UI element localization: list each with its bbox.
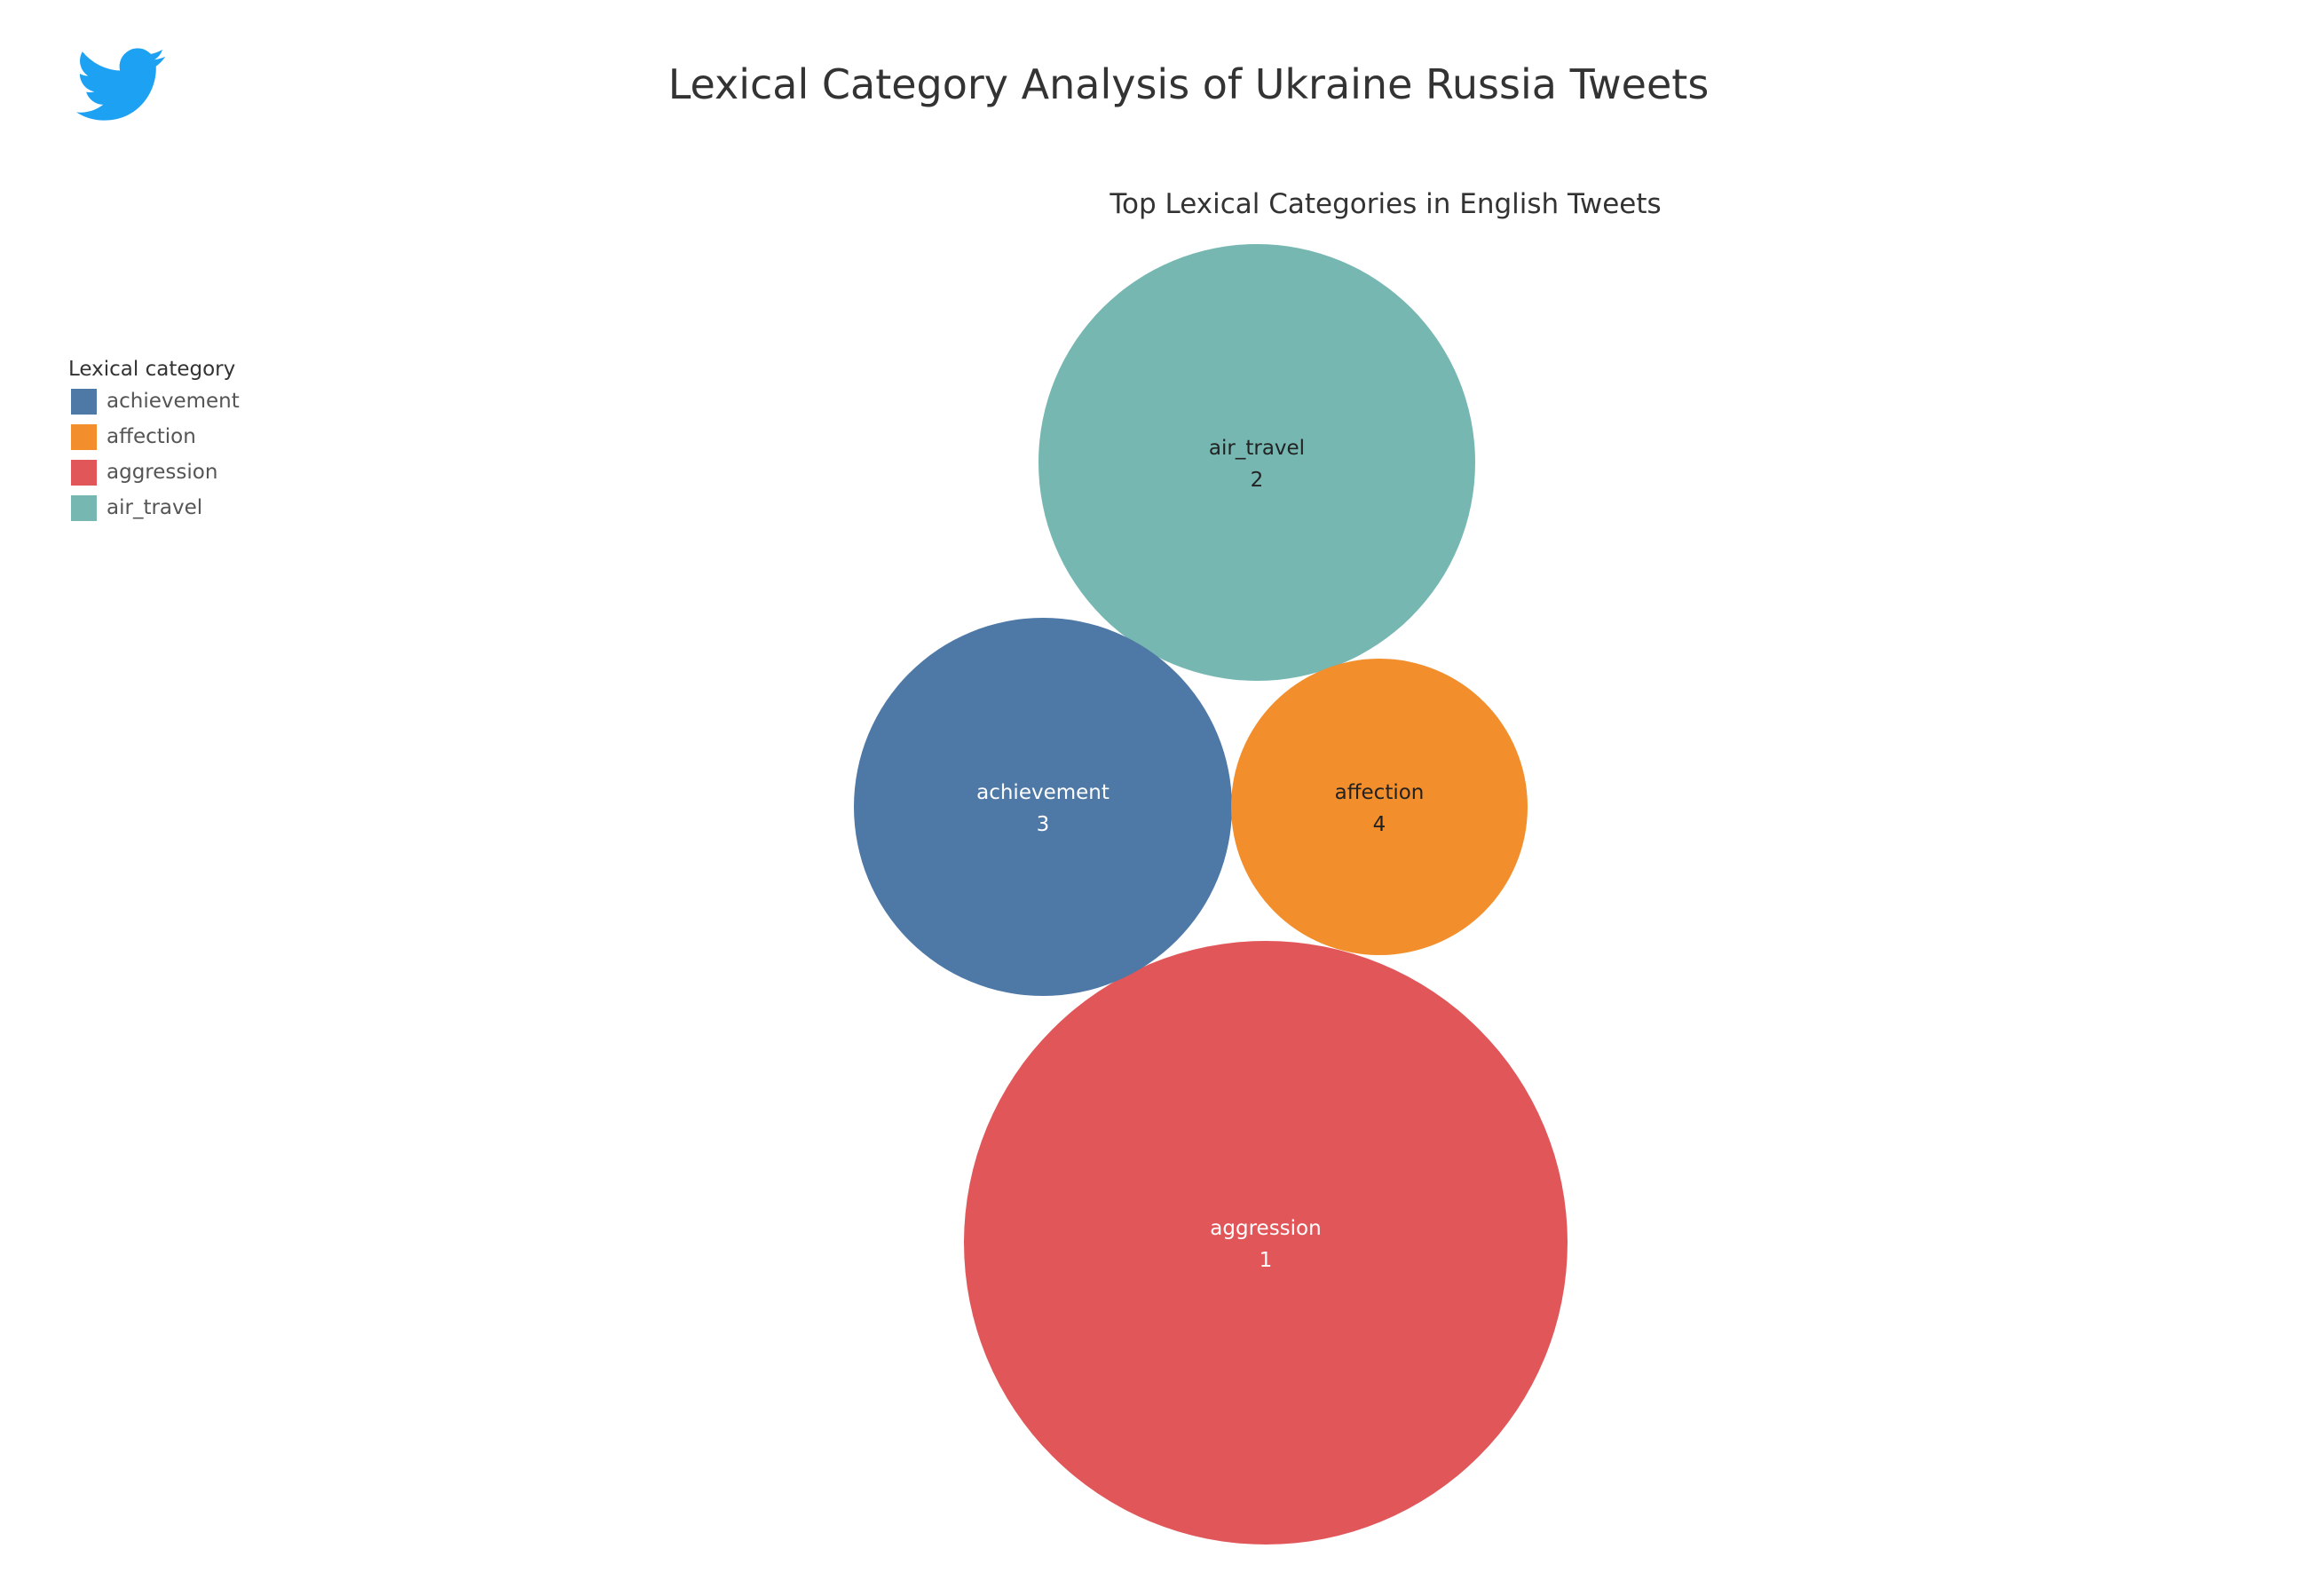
legend-item-air-travel[interactable]: air_travel	[68, 490, 335, 525]
legend-swatch	[71, 388, 97, 415]
legend-item-aggression[interactable]: aggression	[68, 454, 335, 490]
bubble-rank-label: 2	[1251, 469, 1264, 492]
bubble-rank-label: 1	[1260, 1249, 1273, 1272]
bubble-name-label: affection	[1335, 781, 1425, 804]
legend-swatch	[71, 423, 97, 450]
bubble-achievement[interactable]: achievement 3	[854, 618, 1232, 996]
legend-title: Lexical category	[68, 358, 236, 381]
bubble-name-label: achievement	[976, 781, 1110, 804]
legend-item-affection[interactable]: affection	[68, 419, 335, 454]
legend-label: air_travel	[107, 496, 203, 519]
dashboard-title: Lexical Category Analysis of Ukraine Rus…	[667, 60, 1710, 108]
bubble-circle[interactable]	[854, 618, 1232, 996]
legend-item-achievement[interactable]: achievement	[68, 383, 335, 419]
bubble-circle[interactable]	[1038, 244, 1475, 681]
bubble-name-label: aggression	[1210, 1217, 1321, 1240]
legend-label: achievement	[107, 390, 240, 413]
bubble-rank-label: 4	[1373, 813, 1386, 836]
chart-title: Top Lexical Categories in English Tweets	[1110, 188, 1662, 220]
twitter-bird-icon	[76, 48, 165, 121]
bubble-circle[interactable]	[1231, 659, 1528, 955]
legend-swatch	[71, 459, 97, 486]
bubble-air-travel[interactable]: air_travel 2	[1038, 244, 1475, 681]
legend-label: aggression	[107, 461, 218, 484]
bubble-affection[interactable]: affection 4	[1231, 659, 1528, 955]
bubble-rank-label: 3	[1037, 813, 1050, 836]
legend-label: affection	[107, 425, 196, 448]
bubble-name-label: air_travel	[1209, 437, 1305, 460]
bubble-aggression[interactable]: aggression 1	[964, 941, 1568, 1545]
legend-swatch	[71, 494, 97, 521]
legend: Lexical category achievement affection a…	[68, 355, 335, 525]
bubble-circle[interactable]	[964, 941, 1568, 1545]
